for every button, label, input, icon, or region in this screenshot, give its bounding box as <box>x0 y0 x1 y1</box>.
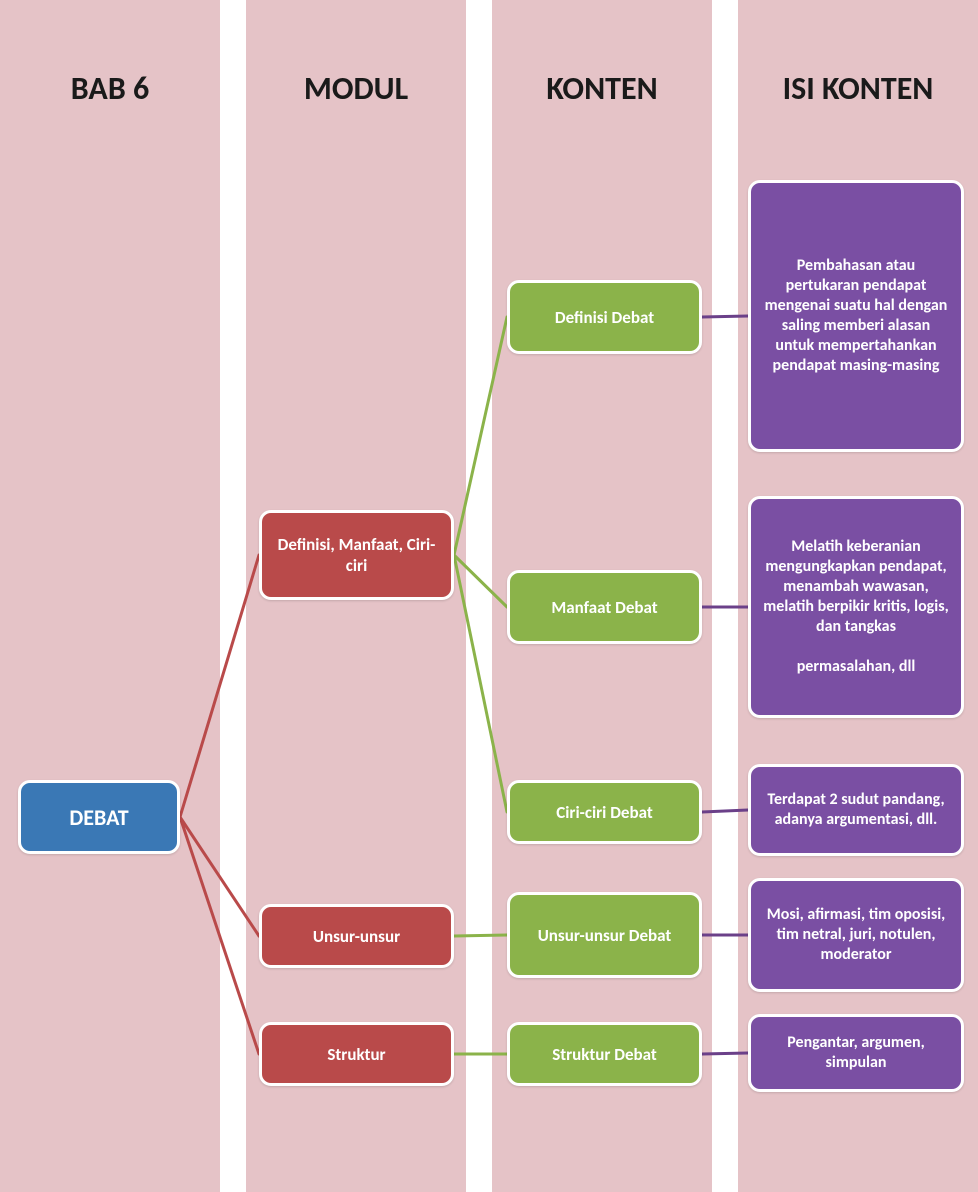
node-isi-label: Pembahasan atau pertukaran pendapat meng… <box>761 256 951 376</box>
node-isi-label: Pengantar, argumen, simpulan <box>761 1033 951 1073</box>
node-isi-ciri: Terdapat 2 sudut pandang, adanya argumen… <box>748 764 964 856</box>
node-konten-ciri: Ciri-ciri Debat <box>507 780 702 844</box>
node-isi-struktur: Pengantar, argumen, simpulan <box>748 1014 964 1092</box>
header-konten: KONTEN <box>492 70 712 108</box>
header-bab-text: BAB 6 <box>71 69 149 108</box>
node-konten-struktur: Struktur Debat <box>507 1022 702 1086</box>
node-konten-label: Manfaat Debat <box>551 597 657 618</box>
node-root-debat: DEBAT <box>18 780 180 854</box>
node-root-label: DEBAT <box>69 804 128 831</box>
node-konten-label: Struktur Debat <box>552 1044 657 1065</box>
header-konten-text: KONTEN <box>546 69 657 108</box>
node-konten-label: Unsur-unsur Debat <box>538 925 672 946</box>
node-modul-struktur: Struktur <box>259 1022 454 1086</box>
node-isi-manfaat: Melatih keberanian mengungkapkan pendapa… <box>748 496 964 718</box>
node-modul-label: Definisi, Manfaat, Ciri-ciri <box>272 534 441 576</box>
column-bg-bab <box>0 0 220 1192</box>
node-konten-manfaat: Manfaat Debat <box>507 570 702 644</box>
node-konten-label: Ciri-ciri Debat <box>556 802 652 823</box>
node-modul-label: Struktur <box>327 1044 385 1065</box>
node-isi-unsur: Mosi, afirmasi, tim oposisi, tim netral,… <box>748 878 964 992</box>
node-modul-label: Unsur-unsur <box>313 926 400 947</box>
header-modul: MODUL <box>246 70 466 108</box>
node-isi-definisi: Pembahasan atau pertukaran pendapat meng… <box>748 180 964 452</box>
node-konten-label: Definisi Debat <box>555 307 654 328</box>
header-bab: BAB 6 <box>0 70 220 108</box>
header-isi: ISI KONTEN <box>738 70 978 108</box>
header-modul-text: MODUL <box>304 69 408 108</box>
header-isi-text: ISI KONTEN <box>783 69 934 108</box>
node-modul-definisi: Definisi, Manfaat, Ciri-ciri <box>259 510 454 600</box>
node-konten-definisi: Definisi Debat <box>507 280 702 354</box>
node-konten-unsur: Unsur-unsur Debat <box>507 892 702 978</box>
node-isi-label: Melatih keberanian mengungkapkan pendapa… <box>761 537 951 677</box>
node-isi-label: Mosi, afirmasi, tim oposisi, tim netral,… <box>761 905 951 965</box>
node-modul-unsur: Unsur-unsur <box>259 904 454 968</box>
node-isi-label: Terdapat 2 sudut pandang, adanya argumen… <box>761 790 951 830</box>
